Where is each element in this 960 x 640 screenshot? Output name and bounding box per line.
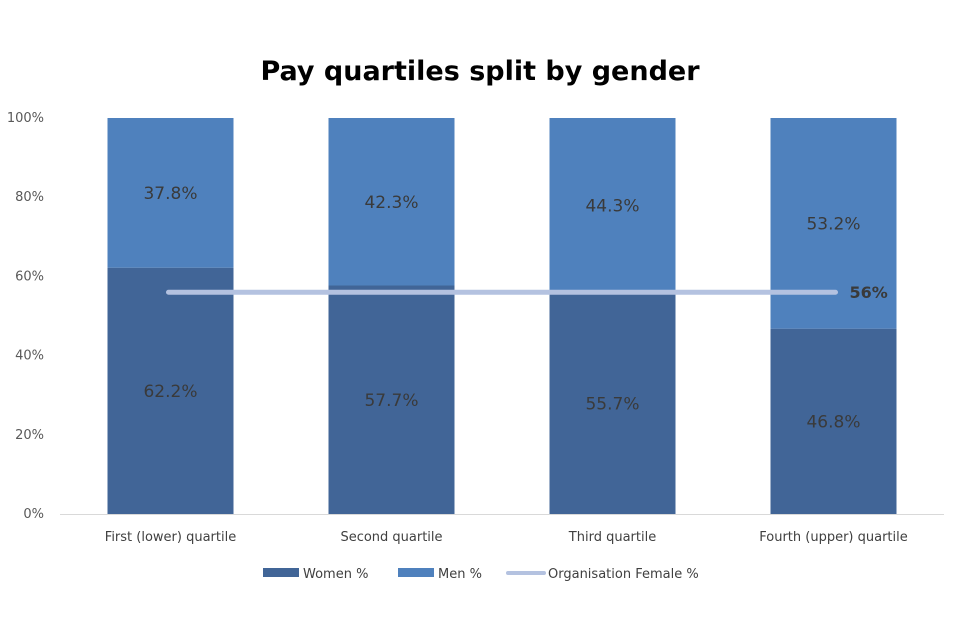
bar-men xyxy=(107,118,234,268)
bar-men xyxy=(549,118,676,294)
data-label-women: 46.8% xyxy=(806,412,860,432)
y-tick-label: 40% xyxy=(15,349,44,364)
bar-women xyxy=(549,293,676,514)
x-tick-label: First (lower) quartile xyxy=(105,530,236,545)
bar-women xyxy=(770,328,897,514)
bar-women xyxy=(107,267,234,514)
x-tick-label: Fourth (upper) quartile xyxy=(759,530,908,545)
legend-men-swatch xyxy=(398,568,434,577)
reference-line-label: 56% xyxy=(850,283,888,302)
legend-women-label: Women % xyxy=(303,567,368,582)
data-label-men: 44.3% xyxy=(585,197,639,217)
x-tick-label: Second quartile xyxy=(340,530,442,545)
y-tick-label: 20% xyxy=(15,428,44,443)
data-label-men: 37.8% xyxy=(143,184,197,204)
data-label-women: 62.2% xyxy=(143,382,197,402)
chart-title: Pay quartiles split by gender xyxy=(260,56,700,87)
y-tick-label: 60% xyxy=(15,269,44,284)
y-tick-label: 0% xyxy=(23,507,44,522)
data-label-men: 53.2% xyxy=(806,214,860,234)
data-label-women: 55.7% xyxy=(585,395,639,415)
bar-men xyxy=(328,118,455,286)
legend-women-swatch xyxy=(263,568,299,577)
y-tick-label: 80% xyxy=(15,190,44,205)
y-tick-label: 100% xyxy=(7,111,44,126)
x-tick-label: Third quartile xyxy=(568,530,656,545)
data-label-women: 57.7% xyxy=(364,391,418,411)
bar-women xyxy=(328,285,455,514)
data-label-men: 42.3% xyxy=(364,193,418,213)
legend-organisation-female-label: Organisation Female % xyxy=(548,567,699,582)
legend-men-label: Men % xyxy=(438,567,482,582)
